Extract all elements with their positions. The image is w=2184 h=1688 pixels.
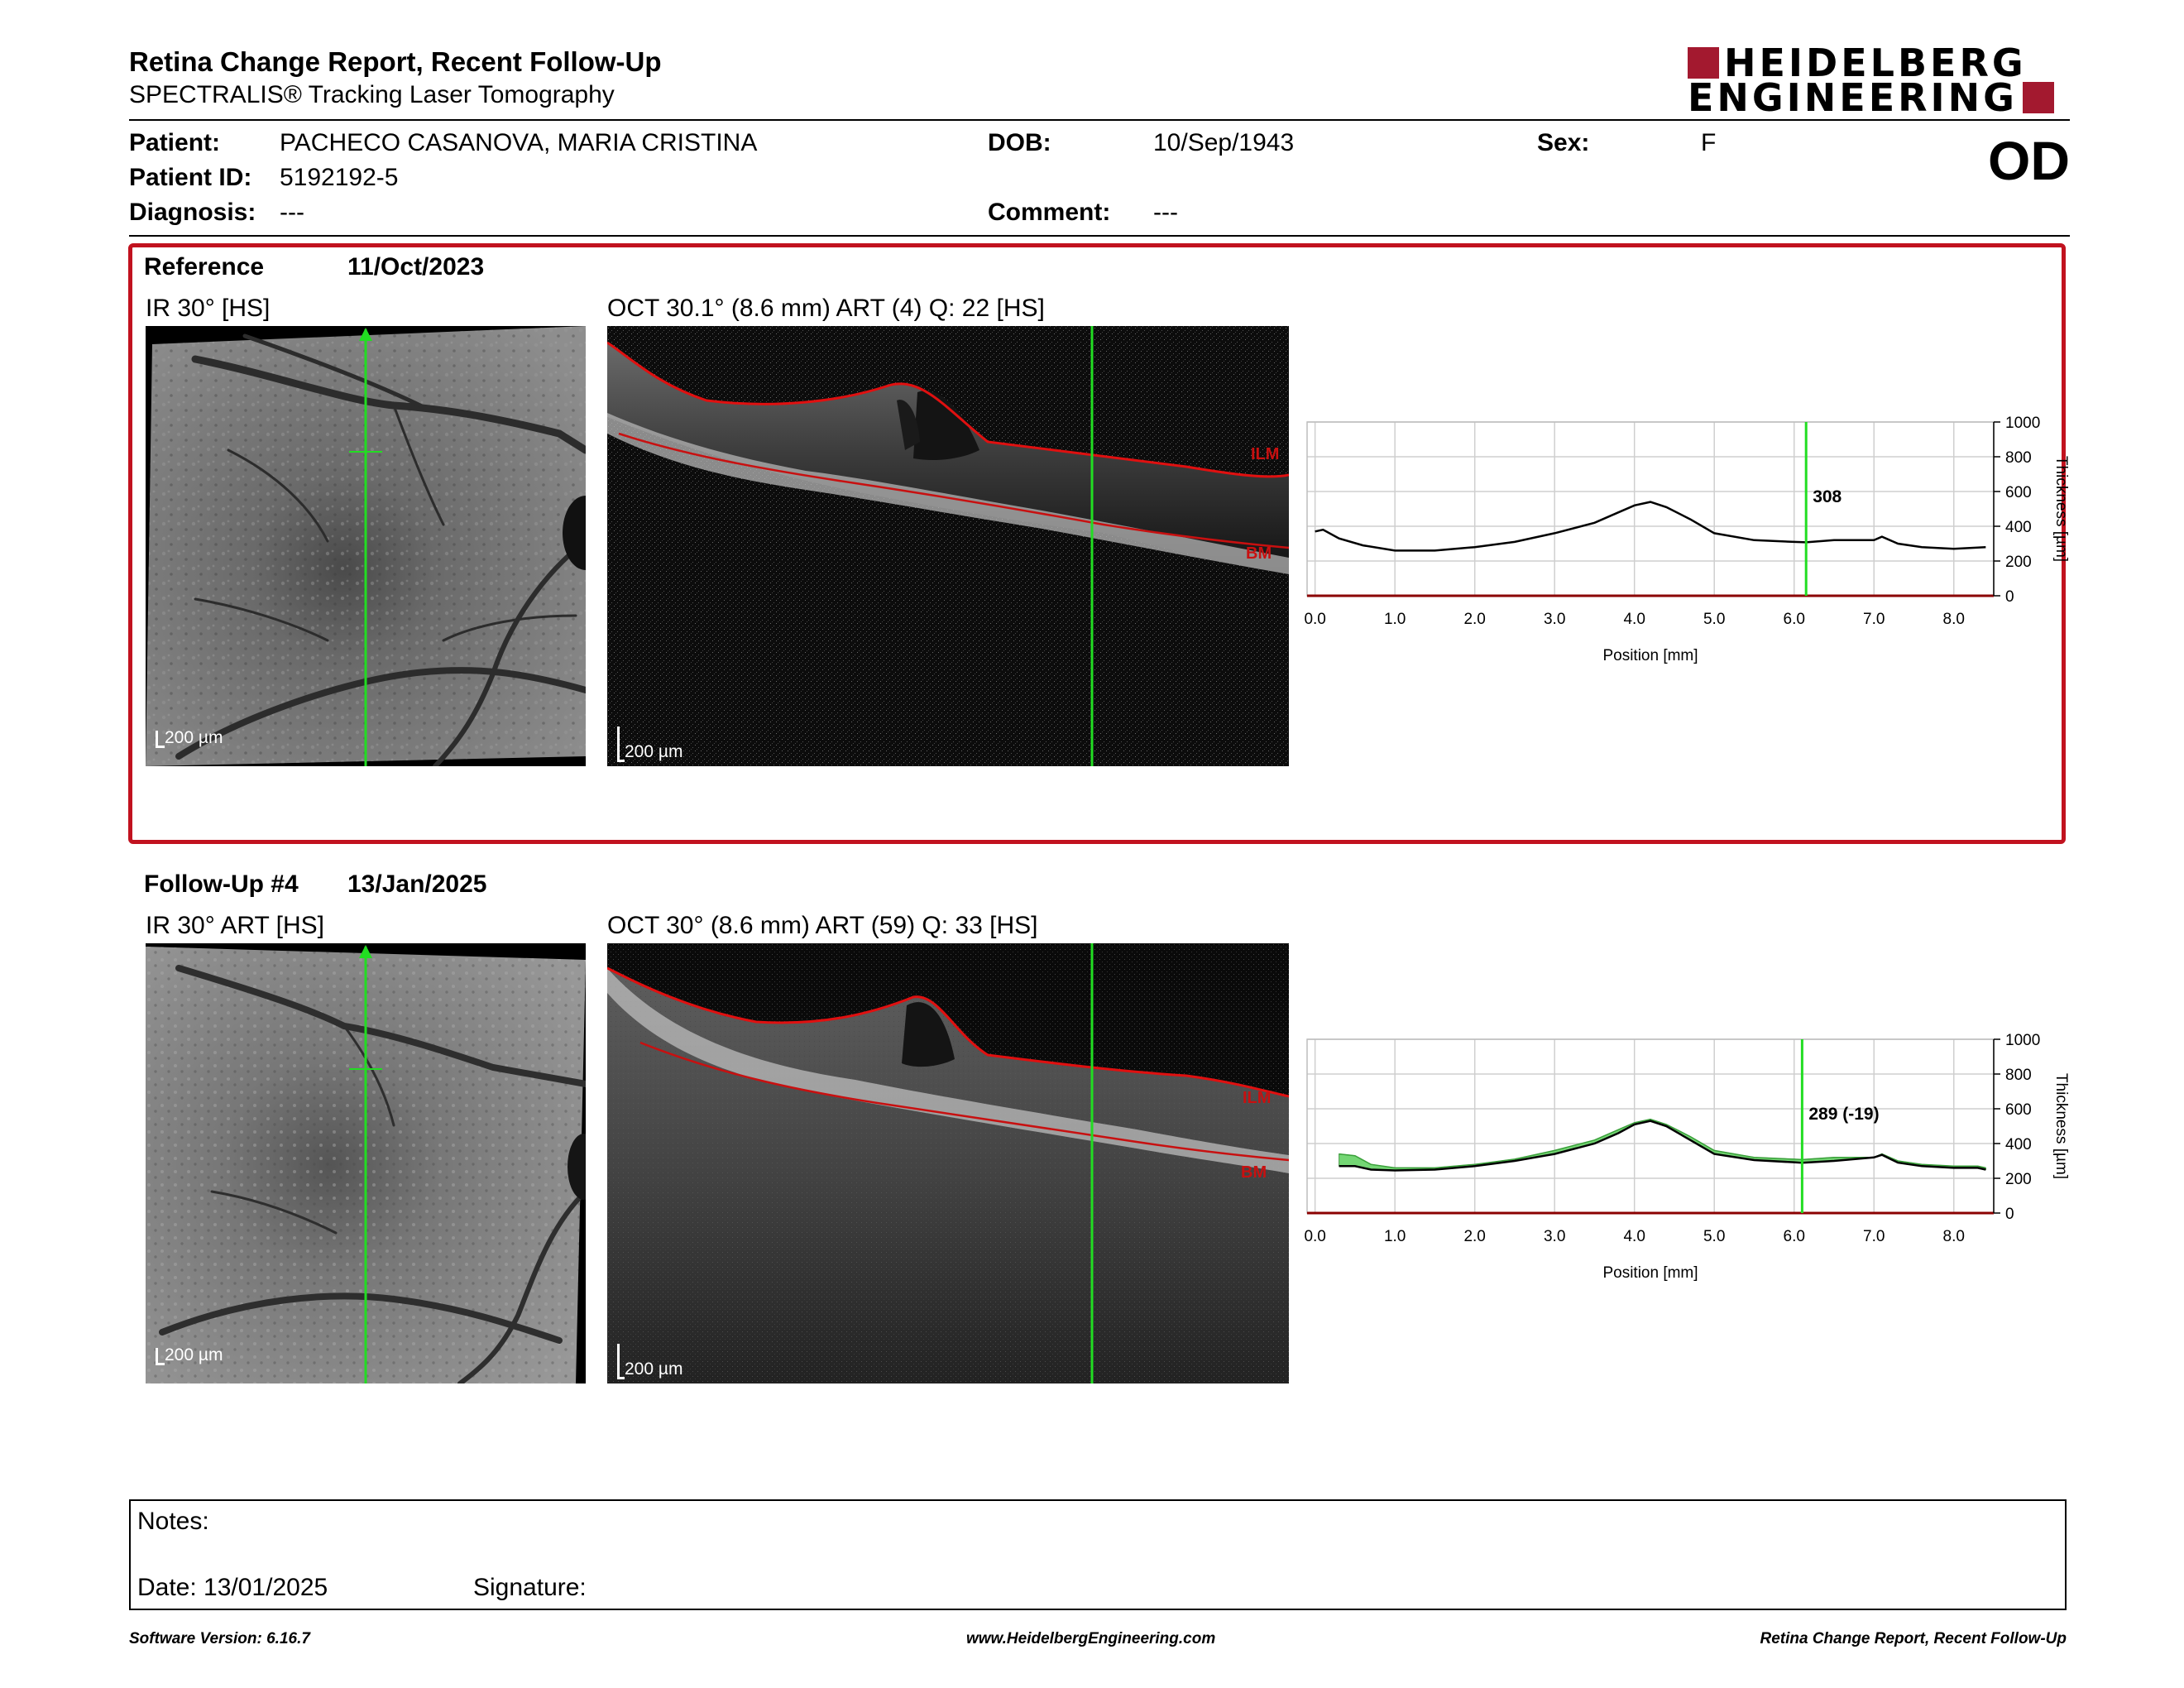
followup-oct-title: OCT 30° (8.6 mm) ART (59) Q: 33 [HS] <box>607 912 1038 939</box>
reference-thickness-line <box>1339 1118 1986 1169</box>
footer-report-name: Retina Change Report, Recent Follow-Up <box>1760 1630 2067 1647</box>
x-tick-label: 2.0 <box>1463 1228 1485 1245</box>
followup-ir-scale: 200 µm <box>156 1345 223 1365</box>
x-tick-label: 5.0 <box>1703 1228 1725 1245</box>
reference-ilm-label: ILM <box>1251 445 1280 463</box>
comment-label: Comment: <box>988 199 1111 226</box>
x-tick-label: 6.0 <box>1784 1228 1805 1245</box>
sex-value: F <box>1701 129 1717 156</box>
logo-line1: HEIDELBERG <box>1724 41 2027 85</box>
followup-ir-title: IR 30° ART [HS] <box>146 912 324 939</box>
reference-oct-image: ILM BM 200 µm <box>607 326 1289 766</box>
patient-label: Patient: <box>129 129 221 156</box>
logo-line2: ENGINEERING <box>1688 75 2018 120</box>
x-tick-label: 6.0 <box>1784 611 1805 628</box>
x-axis-label: Position [mm] <box>1602 1264 1698 1282</box>
reference-label: Reference <box>144 253 265 281</box>
footer-website[interactable]: www.HeidelbergEngineering.com <box>966 1630 1216 1647</box>
followup-ilm-label: ILM <box>1243 1089 1272 1107</box>
dob-value: 10/Sep/1943 <box>1153 129 1295 156</box>
eye-laterality: OD <box>1988 130 2070 191</box>
y-tick-label: 800 <box>2005 449 2032 467</box>
x-tick-label: 7.0 <box>1863 611 1885 628</box>
diagnosis-label: Diagnosis: <box>129 199 256 226</box>
reference-date: 11/Oct/2023 <box>347 253 485 281</box>
logo-square-right <box>2022 82 2054 113</box>
thickness-line <box>1315 501 1986 552</box>
marker-value-label: 308 <box>1813 487 1842 506</box>
reference-oct-scale: 200 µm <box>617 727 682 762</box>
y-tick-label: 1000 <box>2005 415 2040 432</box>
y-tick-label: 600 <box>2005 484 2032 501</box>
y-tick-label: 200 <box>2005 554 2032 571</box>
reference-oct-title: OCT 30.1° (8.6 mm) ART (4) Q: 22 [HS] <box>607 295 1045 322</box>
x-tick-label: 0.0 <box>1304 1228 1325 1245</box>
signature-label: Signature: <box>473 1574 587 1601</box>
thickness-difference-area <box>1339 1119 1986 1172</box>
x-tick-label: 4.0 <box>1623 611 1645 628</box>
chart-grid <box>1306 421 1995 597</box>
reference-ir-scale: 200 µm <box>156 728 223 748</box>
y-tick-label: 0 <box>2005 1206 2014 1223</box>
header-rule <box>129 119 2070 121</box>
patient-rule <box>129 235 2070 237</box>
sex-label: Sex: <box>1537 129 1590 156</box>
footer-software-version: Software Version: 6.16.7 <box>129 1630 310 1647</box>
followup-ir-image: 200 µm <box>146 943 586 1383</box>
y-tick-label: 400 <box>2005 1136 2032 1153</box>
followup-oct-scale: 200 µm <box>617 1344 682 1379</box>
patient-value: PACHECO CASANOVA, MARIA CRISTINA <box>280 129 758 156</box>
report-subtitle: SPECTRALIS® Tracking Laser Tomography <box>129 81 615 108</box>
notes-date: Date: 13/01/2025 <box>137 1574 328 1601</box>
x-tick-label: 1.0 <box>1384 611 1406 628</box>
followup-label: Follow-Up #4 <box>144 870 299 898</box>
x-tick-label: 7.0 <box>1863 1228 1885 1245</box>
x-tick-label: 1.0 <box>1384 1228 1406 1245</box>
x-tick-label: 2.0 <box>1463 611 1485 628</box>
x-tick-label: 8.0 <box>1943 1228 1965 1245</box>
x-tick-label: 4.0 <box>1623 1228 1645 1245</box>
diagnosis-value: --- <box>280 199 304 226</box>
x-tick-label: 0.0 <box>1304 611 1325 628</box>
followup-bm-label: BM <box>1241 1163 1267 1182</box>
report-title: Retina Change Report, Recent Follow-Up <box>129 46 662 77</box>
notes-label: Notes: <box>137 1508 209 1535</box>
x-tick-label: 3.0 <box>1544 611 1565 628</box>
reference-bm-label: BM <box>1246 544 1272 563</box>
comment-value: --- <box>1153 199 1178 226</box>
followup-thickness-chart: 0.0 1.0 2.0 3.0 4.0 5.0 6.0 7.0 8.0 0 200 400 600 800… <box>1304 1032 2070 1282</box>
chart-grid <box>1306 1038 1995 1214</box>
reference-ir-title: IR 30° [HS] <box>146 295 271 322</box>
y-tick-label: 600 <box>2005 1101 2032 1119</box>
dob-label: DOB: <box>988 129 1051 156</box>
x-tick-label: 5.0 <box>1703 611 1725 628</box>
reference-box <box>128 243 2066 844</box>
y-tick-label: 0 <box>2005 588 2014 606</box>
x-axis-label: Position [mm] <box>1602 647 1698 664</box>
y-axis-label: Thickness [µm] <box>2052 456 2070 562</box>
y-axis-label: Thickness [µm] <box>2052 1073 2070 1179</box>
x-tick-label: 8.0 <box>1943 611 1965 628</box>
reference-ir-image: 200 µm <box>146 326 586 766</box>
y-tick-label: 1000 <box>2005 1032 2040 1049</box>
plot-frame <box>1306 1038 1995 1214</box>
marker-value-label: 289 (-19) <box>1808 1105 1879 1124</box>
reference-thickness-chart: 0.0 1.0 2.0 3.0 4.0 5.0 6.0 7.0 8.0 0 200 400 600 800… <box>1304 415 2070 664</box>
x-tick-label: 3.0 <box>1544 1228 1565 1245</box>
y-tick-label: 200 <box>2005 1171 2032 1188</box>
followup-date: 13/Jan/2025 <box>347 870 487 898</box>
logo-square-left <box>1688 47 1719 79</box>
plot-frame <box>1306 421 1995 597</box>
y-tick-label: 400 <box>2005 519 2032 536</box>
patient-id-label: Patient ID: <box>129 164 252 191</box>
followup-oct-image: ILM BM 200 µm <box>607 943 1289 1383</box>
thickness-line <box>1339 1120 1986 1172</box>
patient-id-value: 5192192-5 <box>280 164 399 191</box>
y-tick-label: 800 <box>2005 1067 2032 1084</box>
notes-box[interactable]: Notes: Date: 13/01/2025 Signature: <box>129 1499 2067 1610</box>
